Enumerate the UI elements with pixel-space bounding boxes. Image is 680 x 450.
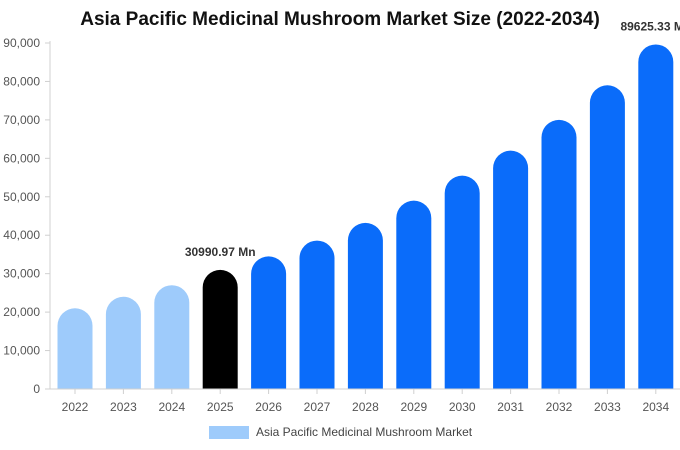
x-tick-label: 2025 — [207, 400, 234, 414]
x-tick-label: 2030 — [449, 400, 476, 414]
data-label: 30990.97 Mn — [185, 245, 256, 259]
y-tick-label: 70,000 — [3, 113, 40, 127]
bar-2026 — [251, 256, 287, 389]
x-axis: 2022 2023 2024 2025 2026 2027 2028 2029 2030 2031… — [50, 388, 680, 414]
bar-series — [57, 44, 674, 390]
bar-2029 — [396, 200, 432, 389]
legend-swatch — [209, 425, 249, 439]
x-tick-label: 2031 — [497, 400, 524, 414]
bar-2024 — [154, 285, 190, 389]
x-tick-label: 2034 — [642, 400, 669, 414]
bar-2033 — [589, 85, 625, 390]
legend-label: Asia Pacific Medicinal Mushroom Market — [256, 425, 473, 439]
y-tick-label: 30,000 — [3, 267, 40, 281]
x-tick-label: 2024 — [158, 400, 185, 414]
y-tick-label: 80,000 — [3, 74, 40, 88]
y-tick-label: 20,000 — [3, 305, 40, 319]
y-tick-label: 50,000 — [3, 190, 40, 204]
y-tick-label: 0 — [33, 382, 40, 396]
x-tick-label: 2026 — [255, 400, 282, 414]
bar-2022 — [57, 308, 93, 389]
x-tick-label: 2033 — [594, 400, 621, 414]
bar-2031 — [493, 150, 529, 389]
x-tick-label: 2032 — [546, 400, 573, 414]
bar-2032 — [541, 119, 577, 389]
bar-2023 — [105, 296, 141, 389]
y-tick-label: 40,000 — [3, 228, 40, 242]
data-label: 89625.33 Mn — [620, 19, 680, 33]
x-tick-label: 2029 — [400, 400, 427, 414]
x-tick-label: 2023 — [110, 400, 137, 414]
y-tick-label: 90,000 — [3, 36, 40, 50]
chart-title: Asia Pacific Medicinal Mushroom Market S… — [80, 9, 600, 30]
bar-2034 — [638, 44, 674, 389]
y-tick-label: 60,000 — [3, 151, 40, 165]
bar-2030 — [444, 175, 480, 389]
bar-2028 — [347, 222, 383, 389]
x-tick-label: 2022 — [62, 400, 89, 414]
y-tick-label: 10,000 — [3, 344, 40, 358]
y-axis: 0 10,000 20,000 30,000 40,000 50,000 60,000 70,… — [3, 36, 51, 396]
x-tick-label: 2027 — [304, 400, 331, 414]
bar-2025 — [202, 269, 238, 389]
bar-2027 — [299, 240, 335, 389]
legend: Asia Pacific Medicinal Mushroom Market — [209, 425, 472, 439]
x-tick-label: 2028 — [352, 400, 379, 414]
data-labels: 30990.97 Mn 89625.33 Mn — [185, 19, 680, 258]
